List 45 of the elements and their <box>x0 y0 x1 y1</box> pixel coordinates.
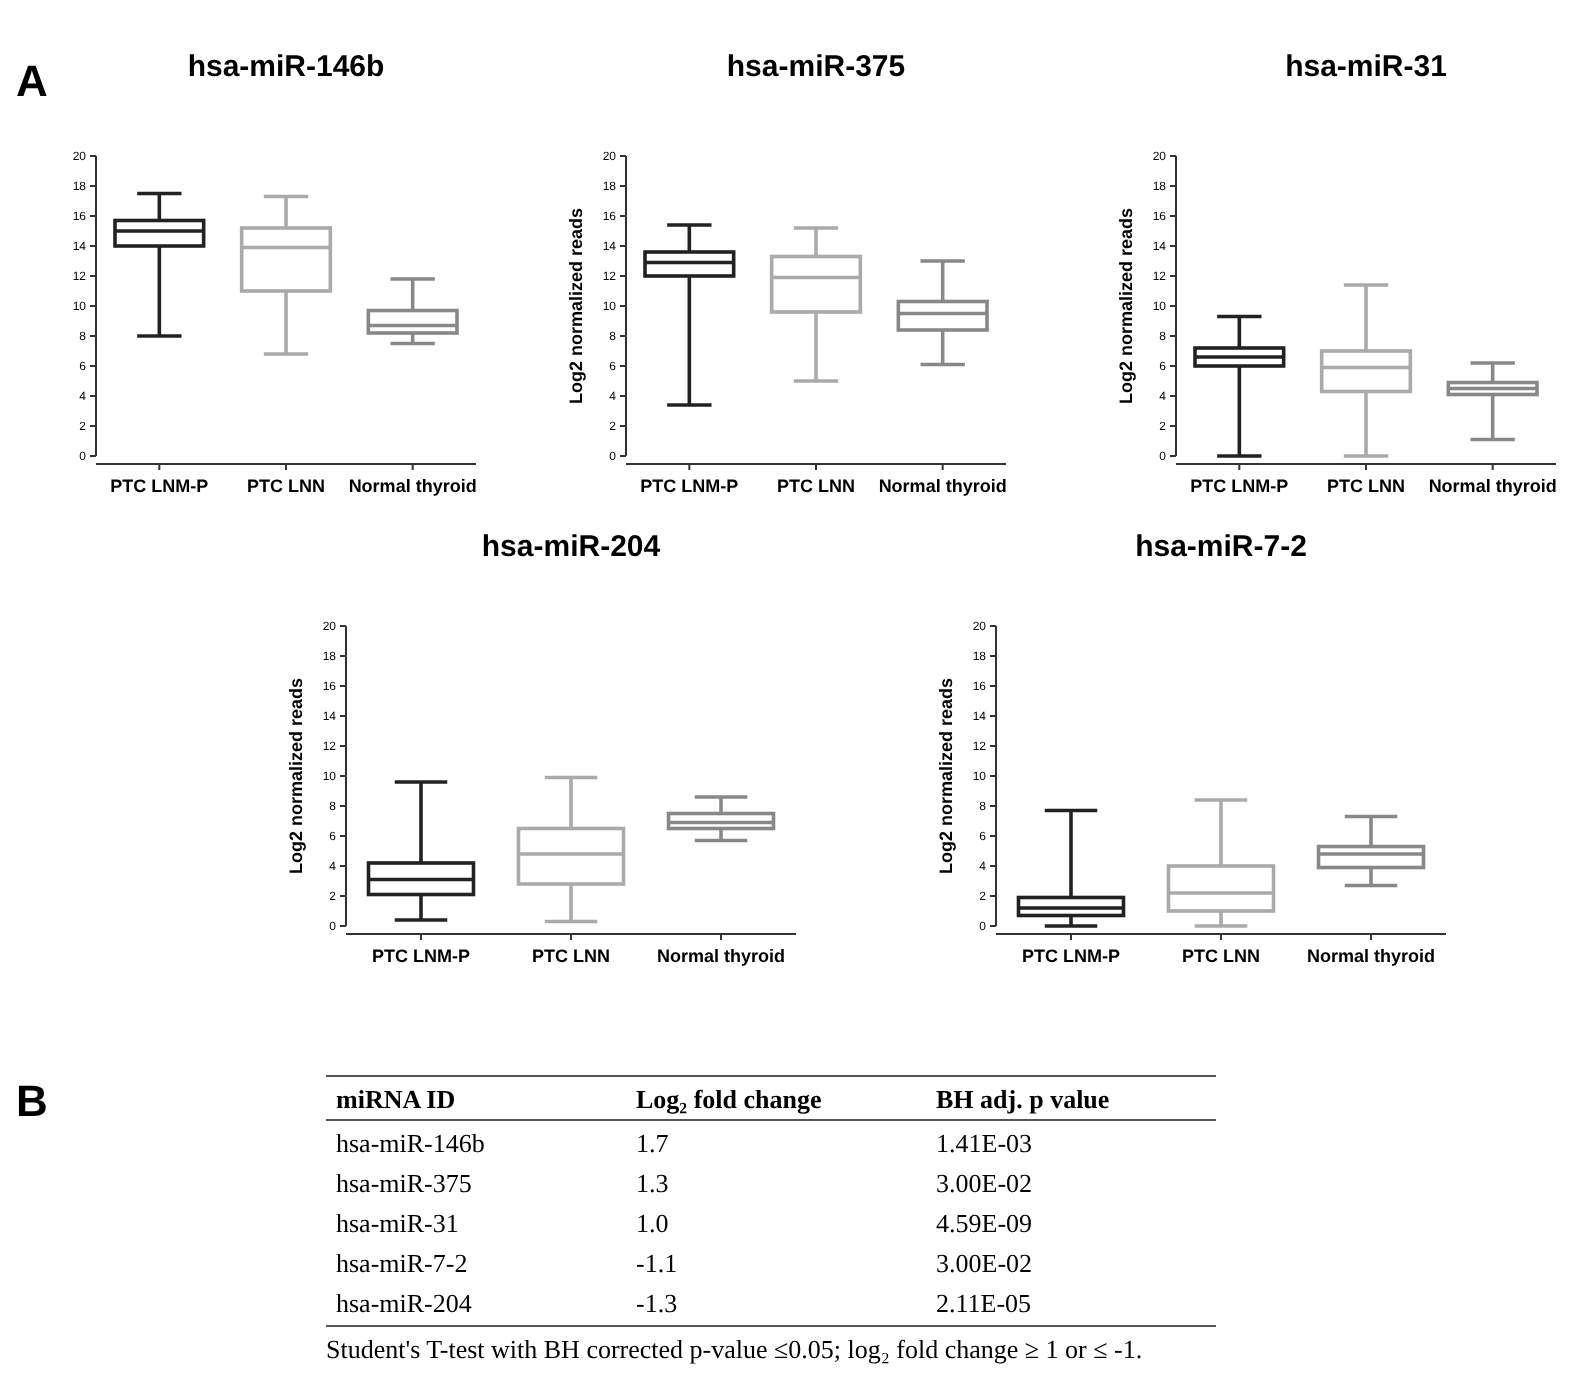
text: hsa-miR-146b <box>336 1128 485 1158</box>
text: Log₂ fold change <box>636 1084 822 1114</box>
x-tick-label: PTC LNM-P <box>372 946 470 966</box>
text: 2.11E-05 <box>936 1288 1032 1318</box>
chart-title: hsa-miR-7-2 <box>1135 530 1307 564</box>
x-tick-label: PTC LNN <box>247 476 325 496</box>
text: 4.59E-09 <box>936 1208 1033 1238</box>
text: miRNA ID <box>336 1084 456 1114</box>
y-axis-title: Log2 normalized reads <box>566 207 586 405</box>
text: -1.3 <box>636 1288 678 1318</box>
text: 1.0 <box>636 1208 669 1238</box>
x-tick-label: PTC LNN <box>1182 946 1260 966</box>
text: Student's T-test with BH corrected p-value ≤0.05; log₂ fold change ≥ 1 or ≤ -1. <box>326 1334 1143 1364</box>
x-tick-label: Normal thyroid <box>656 946 786 966</box>
text: 3.00E-02 <box>936 1168 1033 1198</box>
x-tick-label: PTC LNM-P <box>110 476 209 496</box>
y-axis-title: Log2 normalized reads <box>286 677 306 875</box>
text: B <box>16 1076 48 1126</box>
text: -1.1 <box>636 1248 678 1278</box>
x-tick-label: PTC LNN <box>1327 476 1405 496</box>
text: BH adj. p value <box>936 1084 1110 1114</box>
x-tick-label: PTC LNN <box>532 946 610 966</box>
y-axis-title: Log2 normalized reads <box>936 677 956 875</box>
text: hsa-miR-31 <box>336 1208 459 1238</box>
x-tick-label: PTC LNM-P <box>1190 476 1289 496</box>
text: A <box>16 56 48 106</box>
text: 1.41E-03 <box>936 1128 1033 1158</box>
x-tick-label: PTC LNM-P <box>640 476 739 496</box>
chart-title: hsa-miR-146b <box>187 50 385 84</box>
text: hsa-miR-204 <box>336 1288 473 1318</box>
x-tick-label: PTC LNN <box>777 476 855 496</box>
text: 3.00E-02 <box>936 1248 1033 1278</box>
text: 1.7 <box>636 1128 670 1158</box>
x-tick-label: Normal thyroid <box>878 476 1007 496</box>
text: hsa-miR-7-2 <box>336 1248 468 1278</box>
chart-title: hsa-miR-31 <box>1285 50 1447 84</box>
x-tick-label: Normal thyroid <box>1306 946 1436 966</box>
text: hsa-miR-375 <box>336 1168 472 1198</box>
chart-title: hsa-miR-204 <box>481 530 662 564</box>
y-axis-title: Log2 normalized reads <box>1116 207 1136 405</box>
x-tick-label: PTC LNM-P <box>1022 946 1120 966</box>
x-tick-label: Normal thyroid <box>1428 476 1557 496</box>
x-tick-label: Normal thyroid <box>348 476 477 496</box>
chart-title: hsa-miR-375 <box>726 50 906 84</box>
text: 1.3 <box>636 1168 669 1198</box>
